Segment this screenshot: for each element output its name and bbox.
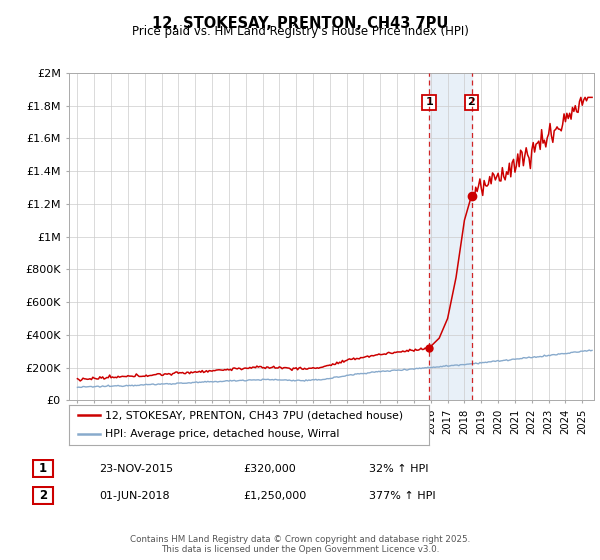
Text: 2: 2 [467, 97, 475, 108]
Bar [429, 73, 472, 400]
Text: HPI: Average price, detached house, Wirral: HPI: Average price, detached house, Wirr… [105, 429, 340, 439]
FancyBboxPatch shape [33, 460, 53, 477]
Text: 12, STOKESAY, PRENTON, CH43 7PU: 12, STOKESAY, PRENTON, CH43 7PU [152, 16, 448, 31]
Text: 1: 1 [425, 97, 433, 108]
Text: Contains HM Land Registry data © Crown copyright and database right 2025.
This d: Contains HM Land Registry data © Crown c… [130, 535, 470, 554]
Text: 01-JUN-2018: 01-JUN-2018 [99, 491, 170, 501]
Text: Price paid vs. HM Land Registry's House Price Index (HPI): Price paid vs. HM Land Registry's House … [131, 25, 469, 38]
Text: £320,000: £320,000 [243, 464, 296, 474]
Text: 23-NOV-2015: 23-NOV-2015 [99, 464, 173, 474]
Text: 1: 1 [39, 462, 47, 475]
Text: 12, STOKESAY, PRENTON, CH43 7PU (detached house): 12, STOKESAY, PRENTON, CH43 7PU (detache… [105, 410, 403, 421]
FancyBboxPatch shape [33, 487, 53, 504]
Text: 32% ↑ HPI: 32% ↑ HPI [369, 464, 428, 474]
Text: 377% ↑ HPI: 377% ↑ HPI [369, 491, 436, 501]
Text: £1,250,000: £1,250,000 [243, 491, 306, 501]
Text: 2: 2 [39, 489, 47, 502]
